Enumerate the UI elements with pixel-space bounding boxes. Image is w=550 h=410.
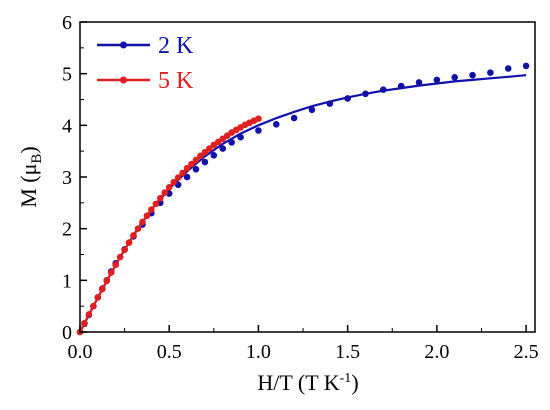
series-5k-point <box>174 174 182 181</box>
series-5k-point <box>148 206 155 213</box>
series-2k-point <box>219 145 227 152</box>
series-2k-point <box>433 76 441 84</box>
legend: 2 K 5 K <box>97 33 194 94</box>
series-5k-point <box>143 212 151 220</box>
x-tick-label-1: 0.5 <box>157 341 182 363</box>
x-tick-label-5: 2.5 <box>514 341 539 363</box>
series-5k-point <box>188 160 195 168</box>
legend-label-5k: 5 K <box>158 68 194 94</box>
series-2k-point <box>326 100 334 107</box>
axis-ticks: 0.0 0.5 1.0 1.5 2.0 2.5 0 1 2 3 4 5 6 <box>62 12 539 363</box>
series-5k-point <box>134 225 142 232</box>
series-5k-line <box>79 117 259 333</box>
series-5k-point <box>90 302 97 310</box>
legend-marker-5k <box>120 76 127 84</box>
series-2k-point <box>255 127 262 134</box>
series-5k-point <box>206 145 213 152</box>
y-tick-label-4: 4 <box>62 115 72 137</box>
series-2k-point <box>397 82 405 90</box>
x-tick-label-2: 1.0 <box>246 341 271 363</box>
y-tick-label-3: 3 <box>62 167 72 189</box>
y-axis-label: M (μB) <box>16 146 45 208</box>
series-5k-point <box>170 178 177 186</box>
series-2k-point <box>362 90 369 98</box>
series-2k-point <box>290 114 298 122</box>
series-5k-point <box>201 148 209 156</box>
series-2k-point <box>415 79 423 86</box>
series-2k-point <box>487 69 494 76</box>
series-5k-point <box>255 115 262 122</box>
series-2k-point <box>308 106 316 114</box>
y-tick-label-2: 2 <box>62 219 72 241</box>
series-5k-point <box>107 269 115 276</box>
series-2k-fit-line <box>79 74 527 333</box>
series-2k-point <box>522 62 530 70</box>
series-5k-point <box>156 194 164 202</box>
series-5k-point <box>121 246 128 254</box>
x-tick-label-0: 0.0 <box>68 341 93 363</box>
series-2k-point <box>272 121 280 128</box>
series-5k-point <box>161 189 169 196</box>
x-tick-label-3: 1.5 <box>335 341 360 363</box>
series-5k-point <box>85 311 93 318</box>
series-2k-point <box>380 86 387 93</box>
series-2k-point <box>504 65 512 72</box>
series-2k-point <box>237 133 244 141</box>
series-5k-point <box>197 152 204 160</box>
series-5k-point <box>125 239 133 246</box>
y-tick-label-1: 1 <box>62 270 72 292</box>
y-tick-label-6: 6 <box>62 12 72 34</box>
series-5k-point <box>94 294 102 301</box>
series-5k-point <box>192 156 200 164</box>
series-2k-point <box>210 152 218 159</box>
plot-frame <box>79 21 536 333</box>
x-axis-label: H/T (T K-1) <box>257 370 358 395</box>
legend-marker-2k <box>120 41 127 49</box>
series-5k-point <box>139 218 146 226</box>
series-5k-point <box>103 277 111 285</box>
series-5k-point <box>179 169 186 177</box>
series-5k-point <box>99 285 106 293</box>
series-5k-point <box>116 253 124 261</box>
plot-content <box>76 62 530 336</box>
series-5k-point <box>152 200 160 208</box>
y-tick-label-5: 5 <box>62 64 72 86</box>
series-2k-point <box>228 139 235 146</box>
series-2k-point <box>469 71 476 79</box>
series-5k-point <box>112 261 119 269</box>
series-2k-point <box>201 158 209 166</box>
series-2k-point <box>344 95 351 102</box>
y-tick-label-0: 0 <box>62 322 72 344</box>
series-5k-point <box>130 232 137 239</box>
legend-label-2k: 2 K <box>158 33 194 59</box>
series-2k-point <box>451 73 459 81</box>
x-tick-label-4: 2.0 <box>424 341 449 363</box>
series-2k-point <box>192 165 200 173</box>
series-5k-point <box>165 184 173 191</box>
series-5k-point <box>81 319 88 327</box>
series-2k-point <box>183 173 191 181</box>
series-5k-point <box>183 164 191 172</box>
